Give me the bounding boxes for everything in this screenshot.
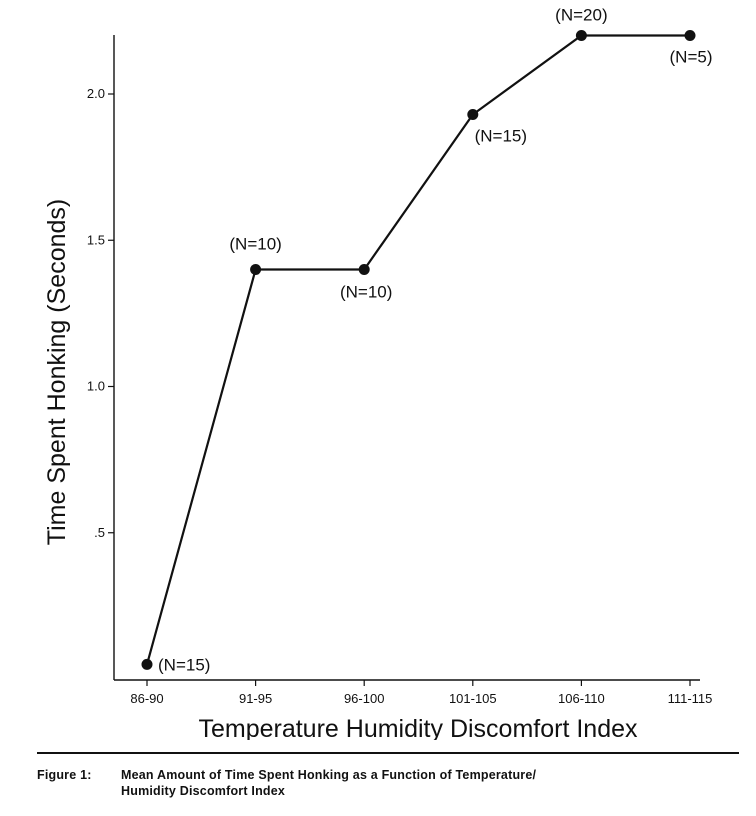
line-chart: .5 1.0 1.5 2.0 86-90 91-95 96-100 101-105 106-1… xyxy=(43,6,712,741)
x-axis-title: Temperature Humidity Discomfort Index xyxy=(198,715,638,740)
data-point xyxy=(141,658,153,670)
y-axis-ticks: .5 1.0 1.5 2.0 xyxy=(87,86,114,540)
chart-axes xyxy=(113,35,700,681)
point-label: (N=15) xyxy=(475,126,527,145)
x-tick-label: 111-115 xyxy=(668,691,713,706)
x-tick-label: 101-105 xyxy=(449,691,497,706)
y-tick-label: 1.5 xyxy=(87,232,105,247)
data-point xyxy=(358,264,370,275)
data-point xyxy=(684,30,696,41)
point-label: (N=20) xyxy=(555,6,607,25)
series-layer xyxy=(141,30,696,670)
y-tick-label: .5 xyxy=(94,525,105,540)
x-tick-label: 91-95 xyxy=(239,691,272,706)
x-tick-label: 106-110 xyxy=(558,691,605,706)
point-labels: (N=15) (N=10) (N=10) (N=15) (N=20) (N=5) xyxy=(158,6,712,675)
data-point xyxy=(467,108,479,120)
data-point xyxy=(250,264,262,275)
caption-text-line2: Humidity Discomfort Index xyxy=(121,784,286,798)
x-tick-label: 86-90 xyxy=(130,691,163,706)
figure-caption: Figure 1: Mean Amount of Time Spent Honki… xyxy=(37,767,749,799)
point-label: (N=5) xyxy=(670,48,713,67)
x-tick-label: 96-100 xyxy=(344,691,384,706)
y-tick-label: 2.0 xyxy=(87,86,105,101)
y-tick-label: 1.0 xyxy=(87,379,105,394)
point-label: (N=10) xyxy=(340,283,392,302)
point-label: (N=15) xyxy=(158,655,210,674)
caption-divider xyxy=(37,752,739,754)
series-line xyxy=(145,34,690,665)
caption-label: Figure 1: xyxy=(37,768,92,782)
point-label: (N=10) xyxy=(229,235,281,254)
caption-text-line1: Mean Amount of Time Spent Honking as a F… xyxy=(121,768,537,782)
x-axis-ticks: 86-90 91-95 96-100 101-105 106-110 111-115 xyxy=(130,680,712,706)
data-point xyxy=(575,30,587,41)
y-axis-title: Time Spent Honking (Seconds) xyxy=(43,199,71,545)
